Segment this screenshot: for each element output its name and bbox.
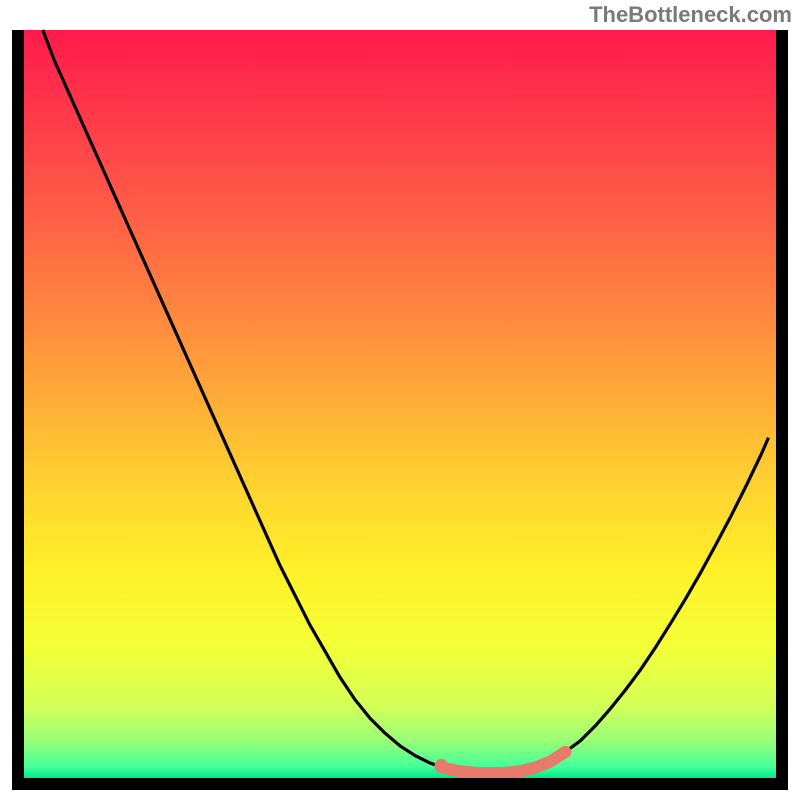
frame-bottom [12,778,788,790]
chart-svg [0,0,800,800]
frame-right [776,30,788,790]
watermark-text: TheBottleneck.com [589,2,792,28]
bottleneck-chart: TheBottleneck.com [0,0,800,800]
chart-background [24,30,776,778]
optimal-start-marker [434,759,448,773]
frame-left [12,30,24,790]
